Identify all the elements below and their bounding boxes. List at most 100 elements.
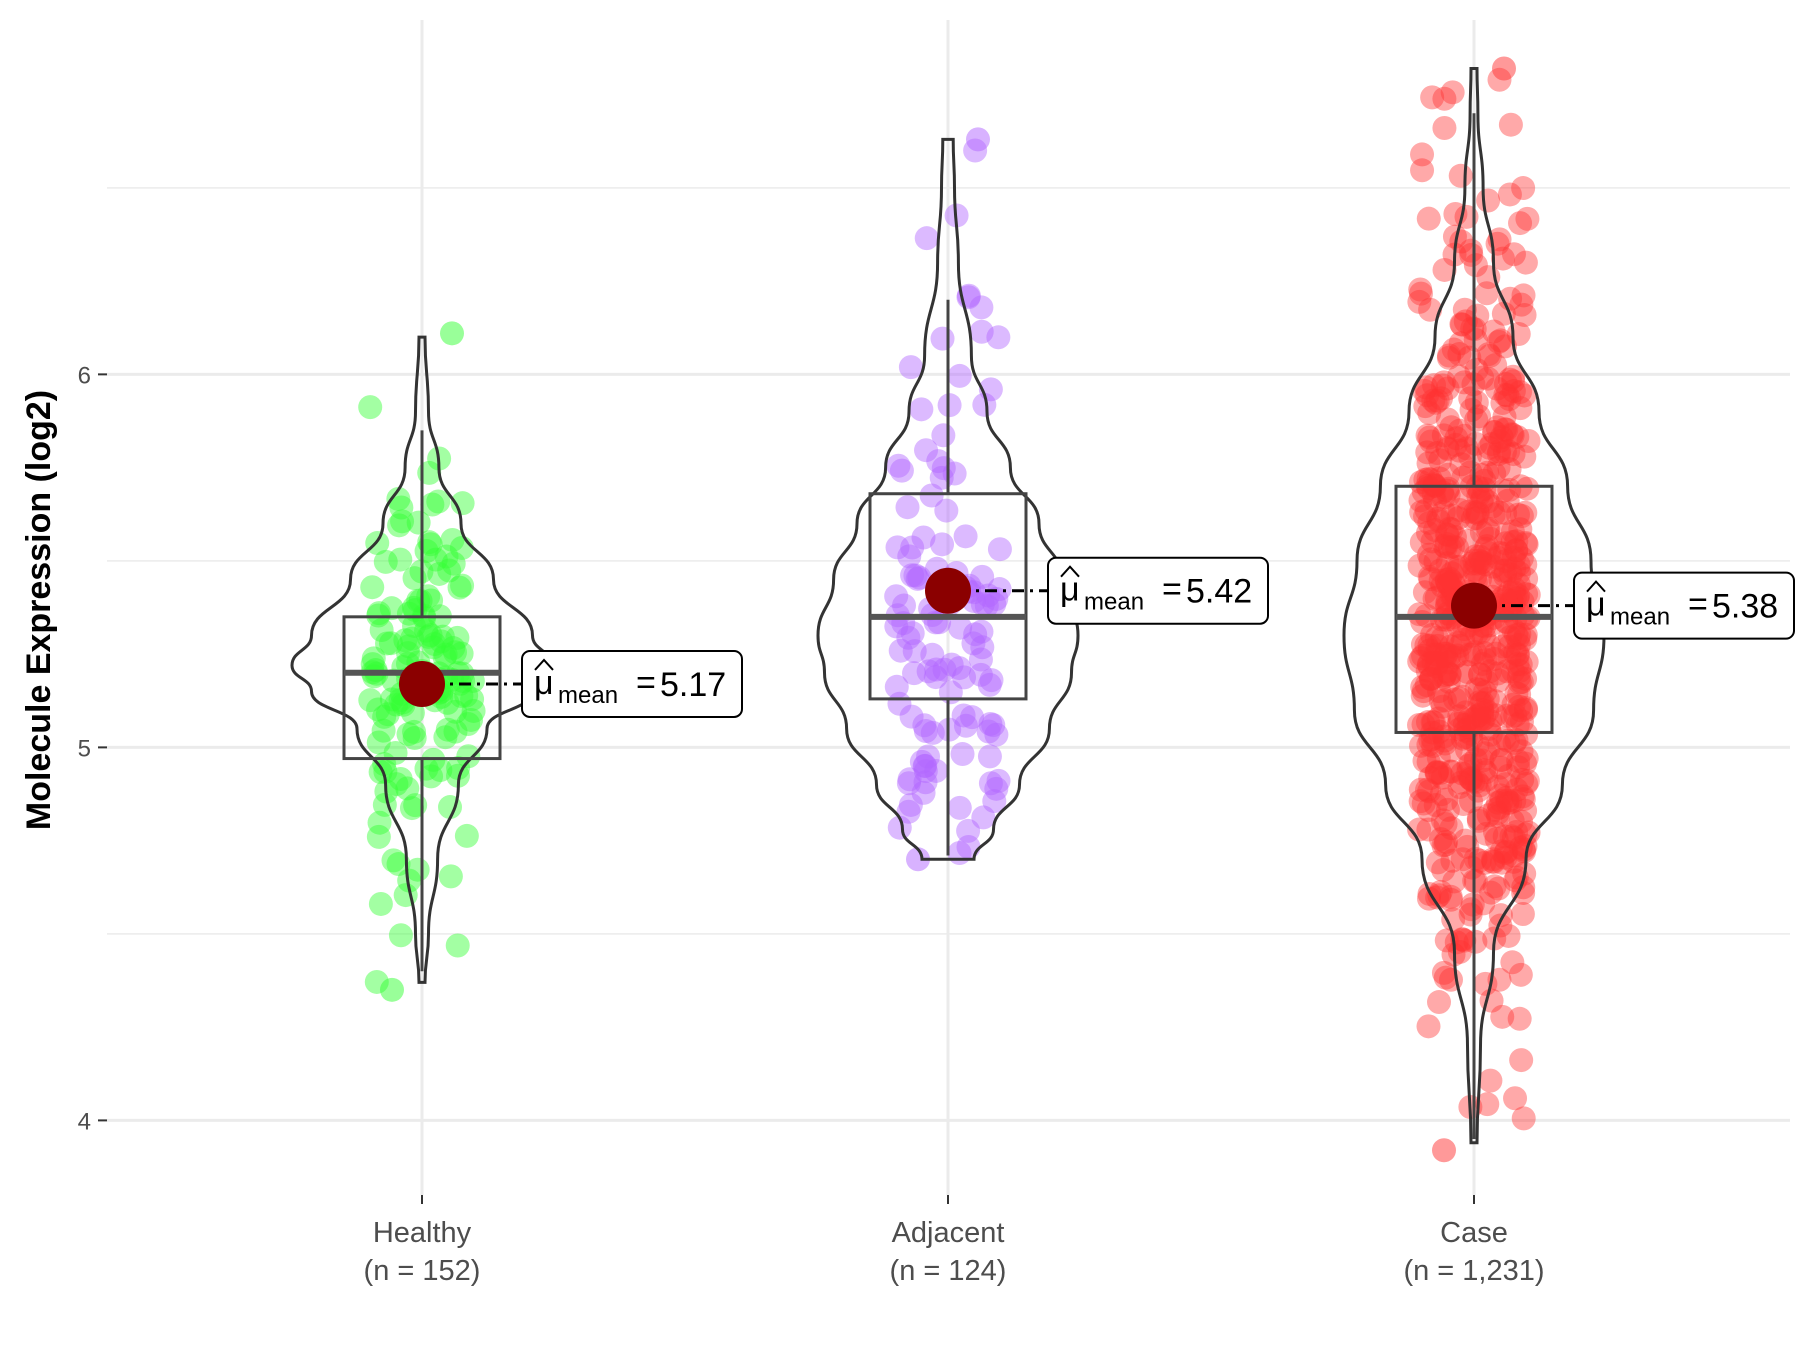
data-point bbox=[1432, 533, 1457, 558]
data-point bbox=[1481, 502, 1506, 527]
data-point bbox=[1427, 990, 1452, 1015]
data-point bbox=[1418, 765, 1443, 790]
data-point bbox=[1452, 370, 1477, 395]
data-point bbox=[1437, 343, 1462, 368]
data-point bbox=[379, 596, 404, 621]
data-point bbox=[1514, 746, 1539, 771]
data-point bbox=[986, 325, 1011, 350]
data-point bbox=[1409, 646, 1434, 671]
data-point bbox=[1499, 824, 1524, 849]
x-category-count: (n = 124) bbox=[890, 1255, 1007, 1287]
data-point bbox=[1450, 684, 1475, 709]
data-point bbox=[1511, 283, 1536, 308]
data-point bbox=[963, 622, 988, 647]
data-point bbox=[1481, 419, 1506, 444]
data-point bbox=[1467, 548, 1492, 573]
data-point bbox=[932, 657, 957, 682]
data-point bbox=[1494, 839, 1519, 864]
data-point bbox=[1422, 373, 1447, 398]
data-point bbox=[440, 527, 465, 552]
data-point bbox=[1414, 673, 1439, 698]
data-point bbox=[1465, 499, 1490, 524]
data-point bbox=[1485, 545, 1510, 570]
data-point bbox=[1450, 927, 1475, 952]
data-point bbox=[1430, 626, 1455, 651]
data-point bbox=[1436, 462, 1461, 487]
data-point bbox=[1480, 494, 1505, 519]
data-point bbox=[1486, 455, 1511, 480]
iqr-box bbox=[342, 615, 502, 761]
data-point bbox=[1464, 506, 1489, 531]
data-point bbox=[1437, 662, 1462, 687]
data-point bbox=[931, 456, 956, 481]
data-point bbox=[1450, 847, 1475, 872]
data-point bbox=[1512, 383, 1537, 408]
data-point bbox=[887, 815, 912, 840]
axes: 4 5 6 Healthy (n = 152) Adjacent (n = 124) Case… bbox=[78, 362, 1545, 1287]
data-point bbox=[447, 575, 472, 600]
hat-icon bbox=[1060, 565, 1080, 578]
data-point bbox=[1415, 658, 1440, 683]
data-point bbox=[1463, 640, 1488, 665]
data-point bbox=[1471, 624, 1496, 649]
data-point bbox=[1436, 476, 1461, 501]
data-point bbox=[1513, 666, 1538, 691]
data-point bbox=[369, 618, 394, 643]
data-point bbox=[1432, 724, 1457, 749]
data-point bbox=[1497, 477, 1522, 502]
data-point bbox=[1486, 804, 1511, 829]
data-point bbox=[1512, 444, 1537, 469]
data-point bbox=[1483, 689, 1508, 714]
data-point bbox=[1416, 732, 1441, 757]
data-point bbox=[1447, 710, 1472, 735]
data-point bbox=[1501, 825, 1526, 850]
data-point bbox=[450, 573, 475, 598]
data-point bbox=[1470, 550, 1495, 575]
data-point bbox=[1417, 510, 1442, 535]
data-point bbox=[1451, 627, 1476, 652]
data-point bbox=[900, 621, 925, 646]
data-point bbox=[1409, 500, 1434, 525]
data-point bbox=[1512, 751, 1537, 776]
data-point bbox=[911, 780, 936, 805]
data-point bbox=[1431, 423, 1456, 448]
data-point bbox=[1434, 659, 1459, 684]
data-point bbox=[434, 544, 459, 569]
mean-point bbox=[925, 567, 971, 614]
data-point bbox=[1447, 704, 1472, 729]
data-point bbox=[948, 615, 973, 640]
data-point bbox=[414, 756, 439, 781]
data-point bbox=[456, 744, 481, 769]
data-point bbox=[968, 647, 993, 672]
data-point bbox=[1471, 706, 1496, 731]
data-point bbox=[1458, 751, 1483, 776]
data-point bbox=[1513, 626, 1538, 651]
data-point bbox=[1500, 950, 1525, 975]
data-point bbox=[1494, 785, 1519, 810]
data-point bbox=[1508, 396, 1533, 421]
data-point bbox=[1436, 572, 1461, 597]
data-point bbox=[889, 458, 914, 483]
data-point bbox=[1470, 707, 1495, 732]
data-point bbox=[1508, 652, 1533, 677]
mean-markers: μ mean = 5.17μ mean = 5.42 μ mean = 5.38 bbox=[399, 556, 1795, 718]
data-point bbox=[388, 766, 413, 791]
data-point bbox=[396, 641, 421, 666]
data-point bbox=[1415, 383, 1440, 408]
data-point bbox=[1493, 501, 1518, 526]
data-point bbox=[1468, 662, 1493, 687]
data-point bbox=[1445, 630, 1470, 655]
data-point bbox=[1421, 734, 1446, 759]
data-point bbox=[1494, 659, 1519, 684]
mean-value: 5.17 bbox=[660, 666, 726, 704]
data-point bbox=[393, 883, 418, 908]
data-point bbox=[1507, 1006, 1532, 1031]
mean-equals: = bbox=[636, 664, 656, 702]
data-point bbox=[1501, 364, 1526, 389]
mean-equals: = bbox=[1162, 571, 1182, 609]
data-point bbox=[1456, 642, 1481, 667]
data-point bbox=[1509, 709, 1534, 734]
data-point bbox=[1491, 478, 1516, 503]
data-point bbox=[1407, 553, 1432, 578]
data-point bbox=[1466, 483, 1491, 508]
